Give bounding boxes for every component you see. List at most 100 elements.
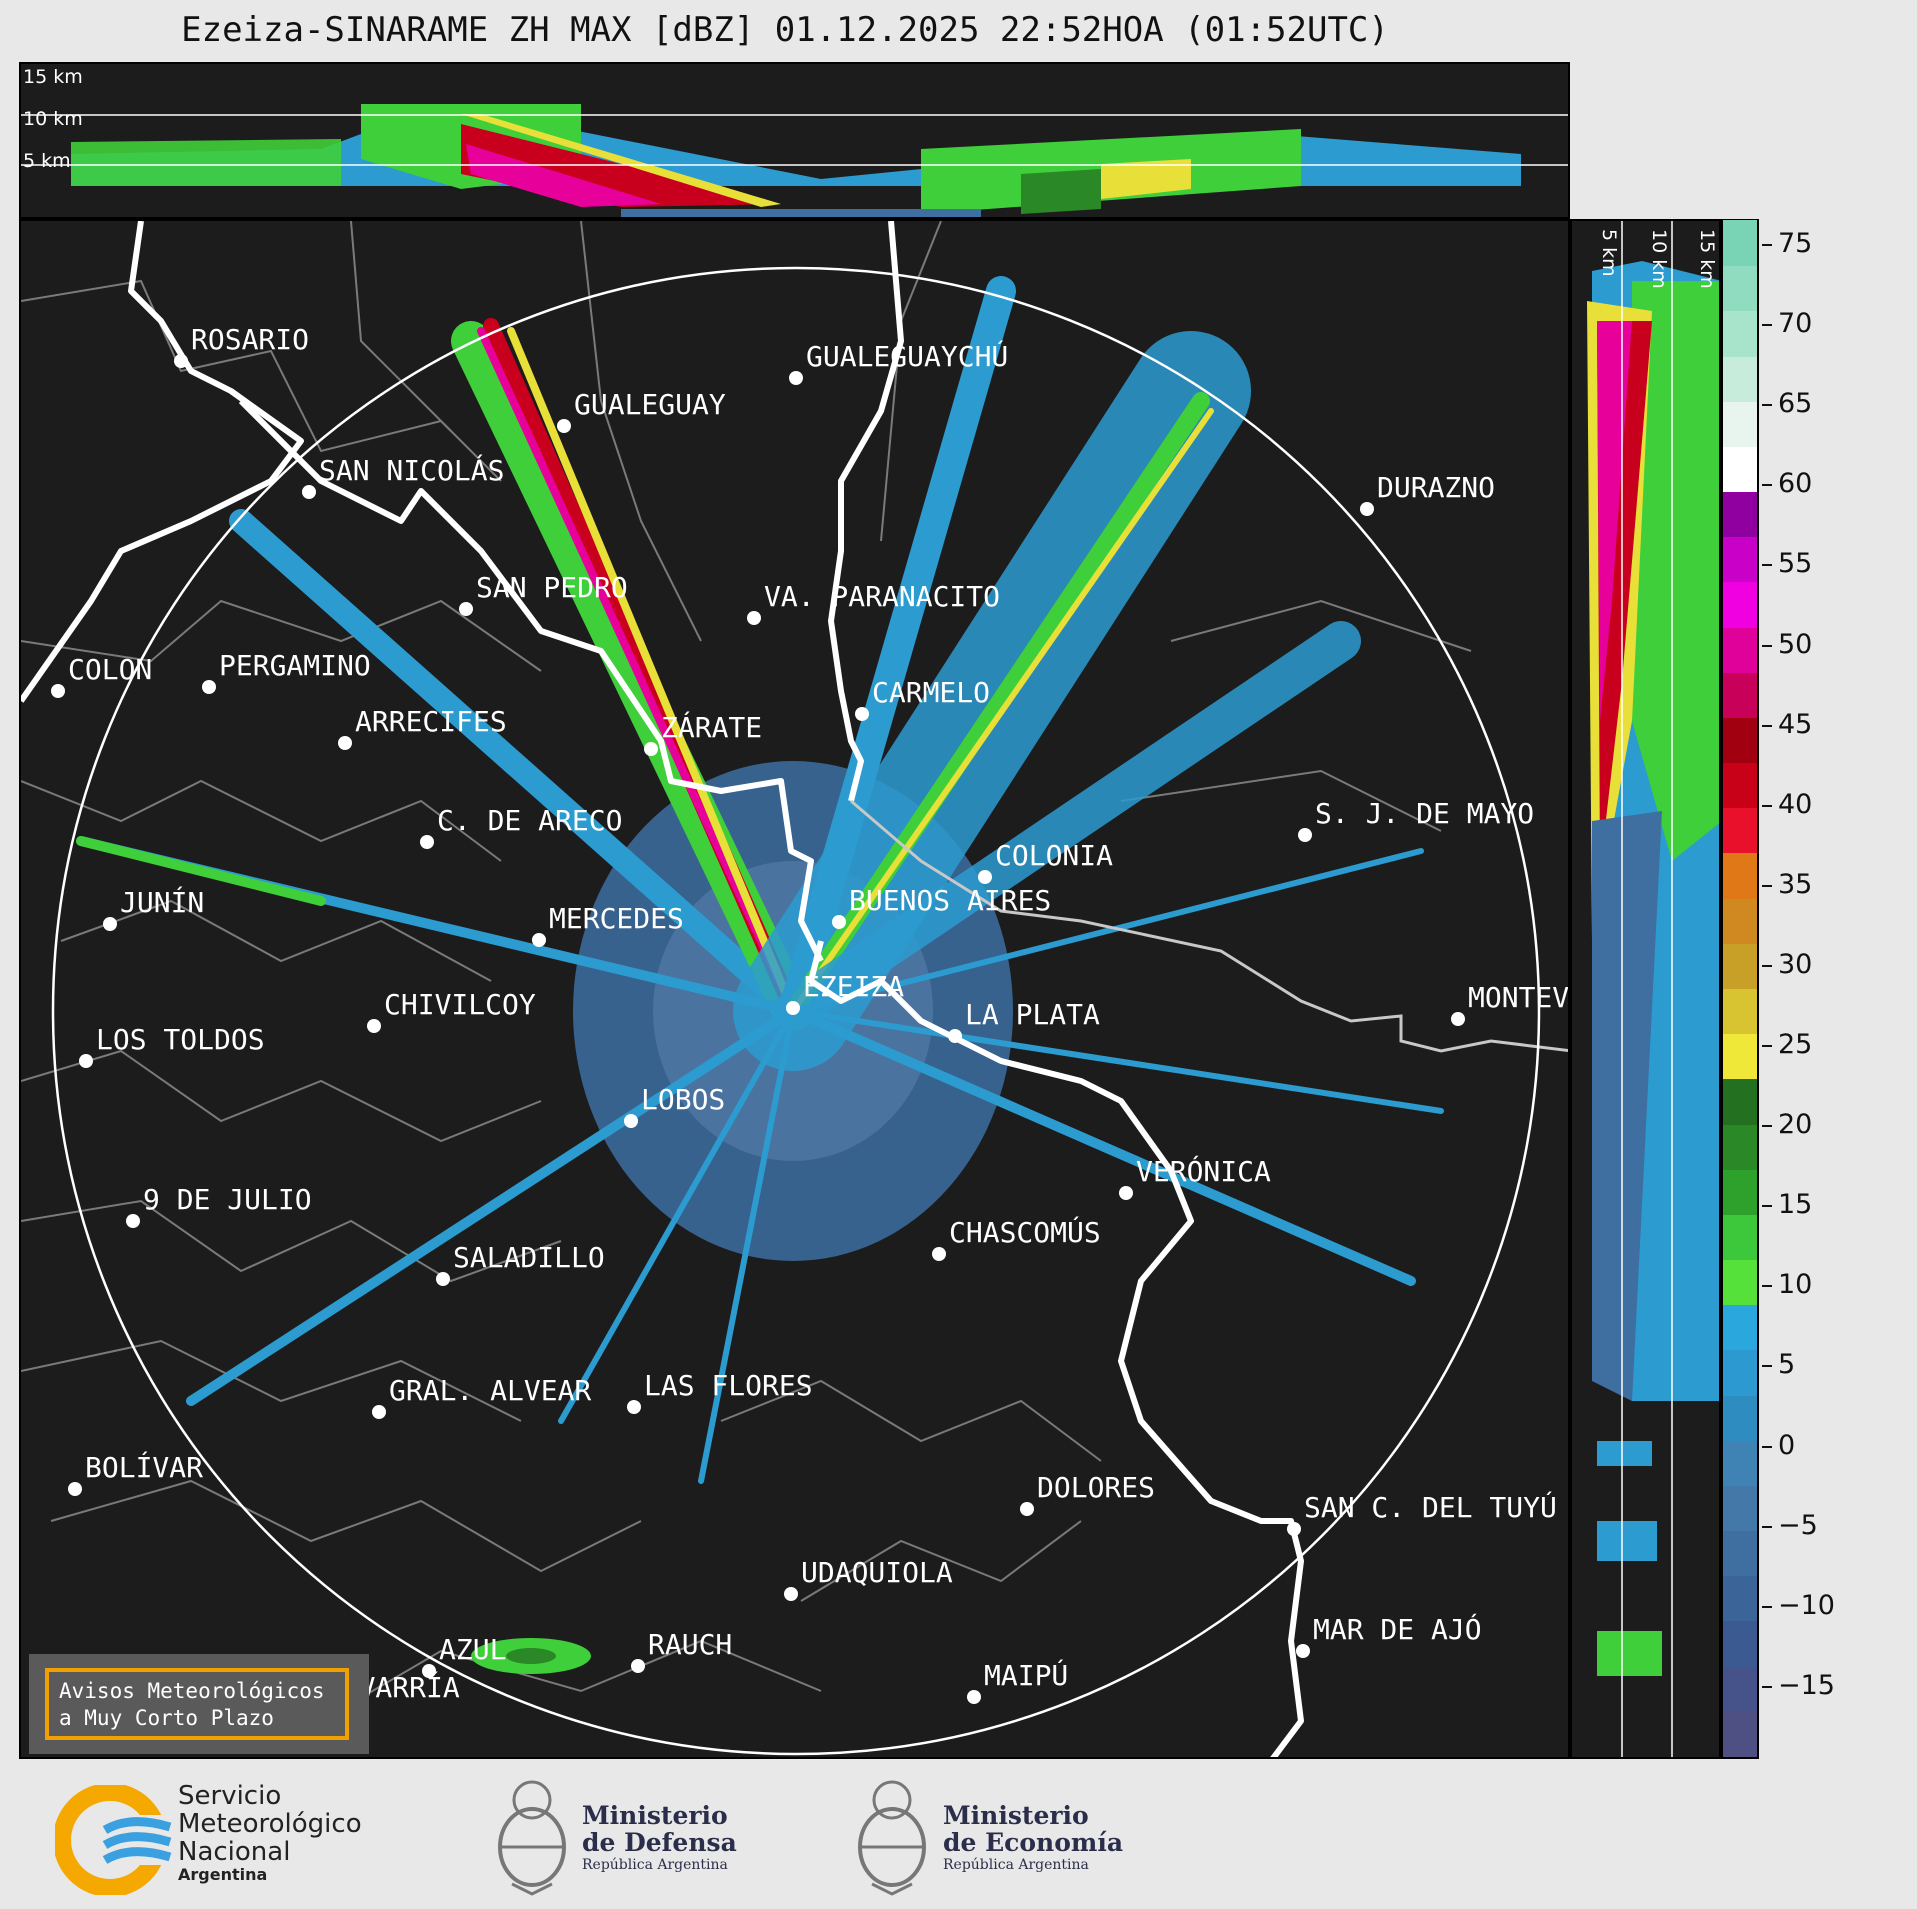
- city-dot: [932, 1247, 946, 1261]
- city-label: SALADILLO: [453, 1241, 605, 1274]
- smn-line2: Meteorológico: [178, 1809, 362, 1839]
- colorbar-band: [1723, 762, 1757, 809]
- city-dot: [631, 1659, 645, 1673]
- city-dot: [79, 1054, 93, 1068]
- colorbar-band: [1723, 1530, 1757, 1577]
- colorbar-tick: [1762, 484, 1772, 487]
- colorbar-tick-label: 25: [1778, 1029, 1813, 1060]
- colorbar-tick: [1762, 724, 1772, 727]
- city-label: LAS FLORES: [644, 1369, 813, 1402]
- city-dot: [1360, 502, 1374, 516]
- city-label: ARRECIFES: [355, 705, 507, 738]
- colorbar-band: [1723, 1033, 1757, 1080]
- side-cross-section-panel: 5 km 10 km 15 km: [1570, 219, 1721, 1759]
- colorbar-band: [1723, 807, 1757, 854]
- city-label: GUALEGUAYCHÚ: [806, 340, 1009, 373]
- colorbar-tick: [1762, 1285, 1772, 1288]
- top-10km-label: 10 km: [23, 108, 83, 130]
- city-dot: [1287, 1522, 1301, 1536]
- top-15km-label: 15 km: [23, 66, 83, 88]
- colorbar-tick-label: 45: [1778, 708, 1813, 740]
- colorbar-band: [1723, 1123, 1757, 1170]
- colorbar-band: [1723, 355, 1757, 402]
- city-label: SAN NICOLÁS: [319, 454, 505, 487]
- chart-title: Ezeiza-SINARAME ZH MAX [dBZ] 01.12.2025 …: [181, 10, 1389, 50]
- city-dot: [126, 1214, 140, 1228]
- city-dot: [202, 680, 216, 694]
- city-dot: [557, 419, 571, 433]
- colorbar-band: [1723, 536, 1757, 583]
- colorbar-tick: [1762, 404, 1772, 407]
- city-dot: [832, 915, 846, 929]
- city-label: GUALEGUAY: [574, 388, 726, 421]
- side-5km-label: 5 km: [1598, 229, 1620, 277]
- defensa-line3: República Argentina: [582, 1857, 728, 1873]
- city-dot: [422, 1664, 436, 1678]
- smn-line3: Nacional: [178, 1837, 291, 1867]
- top-5km-label: 5 km: [23, 150, 71, 172]
- city-dot: [103, 917, 117, 931]
- colorbar-band: [1723, 1078, 1757, 1125]
- colorbar-band: [1723, 1304, 1757, 1351]
- city-label: VA. PARANACITO: [764, 580, 1001, 613]
- city-label: JUNÍN: [120, 886, 205, 919]
- city-label: SAN PEDRO: [476, 571, 628, 604]
- colorbar-tick-label: 55: [1778, 548, 1813, 580]
- radar-map: ROSARIO GUALEGUAYCHÚ GUALEGUAY SAN NICOL…: [19, 219, 1570, 1759]
- city-dot: [1298, 828, 1312, 842]
- colorbar-band: [1723, 220, 1757, 267]
- colorbar-tick: [1762, 324, 1772, 327]
- city-dot: [372, 1405, 386, 1419]
- colorbar-band: [1723, 1349, 1757, 1396]
- city-label: DOLORES: [1037, 1471, 1156, 1504]
- colorbar-band: [1723, 1440, 1757, 1486]
- smn-line1: Servicio: [178, 1781, 282, 1811]
- colorbar-tick-label: 70: [1778, 308, 1813, 340]
- colorbar-tick-label: −15: [1778, 1669, 1835, 1701]
- city-label: BOLÍVAR: [85, 1451, 204, 1484]
- city-dot: [627, 1400, 641, 1414]
- colorbar-band: [1723, 1395, 1757, 1441]
- avisos-badge: Avisos Meteorológicos a Muy Corto Plazo: [29, 1654, 369, 1754]
- city-label: COLONIA: [995, 839, 1114, 872]
- city-dot: [786, 1001, 800, 1015]
- colorbar-band: [1723, 1620, 1757, 1667]
- city-label: GRAL. ALVEAR: [389, 1374, 592, 1407]
- colorbar-band: [1723, 672, 1757, 718]
- city-label: 9 DE JULIO: [143, 1183, 312, 1216]
- colorbar-band: [1723, 1485, 1757, 1532]
- colorbar-tick-label: 10: [1778, 1269, 1813, 1301]
- top-cross-section-panel: 15 km 10 km 5 km: [19, 62, 1570, 219]
- city-dot: [174, 354, 188, 368]
- city-dot: [420, 835, 434, 849]
- colorbar-tick: [1762, 1445, 1772, 1448]
- defensa-line2: de Defensa: [582, 1828, 737, 1857]
- city-label: S. J. DE MAYO: [1315, 797, 1535, 830]
- city-dot: [644, 742, 658, 756]
- colorbar-tick: [1762, 564, 1772, 567]
- colorbar-tick-label: 5: [1778, 1349, 1796, 1381]
- city-dot: [978, 870, 992, 884]
- city-dot: [1020, 1502, 1034, 1516]
- colorbar-band: [1723, 1169, 1757, 1215]
- colorbar-band: [1723, 310, 1757, 357]
- city-label: LA PLATA: [965, 998, 1100, 1031]
- city-label: ZÁRATE: [661, 711, 763, 744]
- city-dot: [459, 602, 473, 616]
- colorbar-tick-label: 75: [1778, 228, 1813, 259]
- city-label: SAN C. DEL TUYÚ: [1304, 1491, 1557, 1524]
- side-10km-label: 10 km: [1648, 229, 1670, 289]
- colorbar-band: [1723, 1711, 1757, 1757]
- radar-map-graphic: [21, 221, 1568, 1757]
- colorbar-tick-label: 20: [1778, 1109, 1813, 1141]
- defensa-line1: Ministerio: [582, 1801, 728, 1830]
- city-dot: [948, 1029, 962, 1043]
- city-dot: [747, 611, 761, 625]
- city-label: C. DE ARECO: [437, 804, 623, 837]
- side-cross-section-graphic: [1587, 221, 1719, 1757]
- defensa-seal-icon: [498, 1780, 566, 1896]
- city-label: UDAQUIOLA: [801, 1556, 953, 1589]
- city-label: MERCEDES: [549, 902, 684, 935]
- colorbar-band: [1723, 627, 1757, 673]
- city-label: MAIPÚ: [984, 1659, 1069, 1692]
